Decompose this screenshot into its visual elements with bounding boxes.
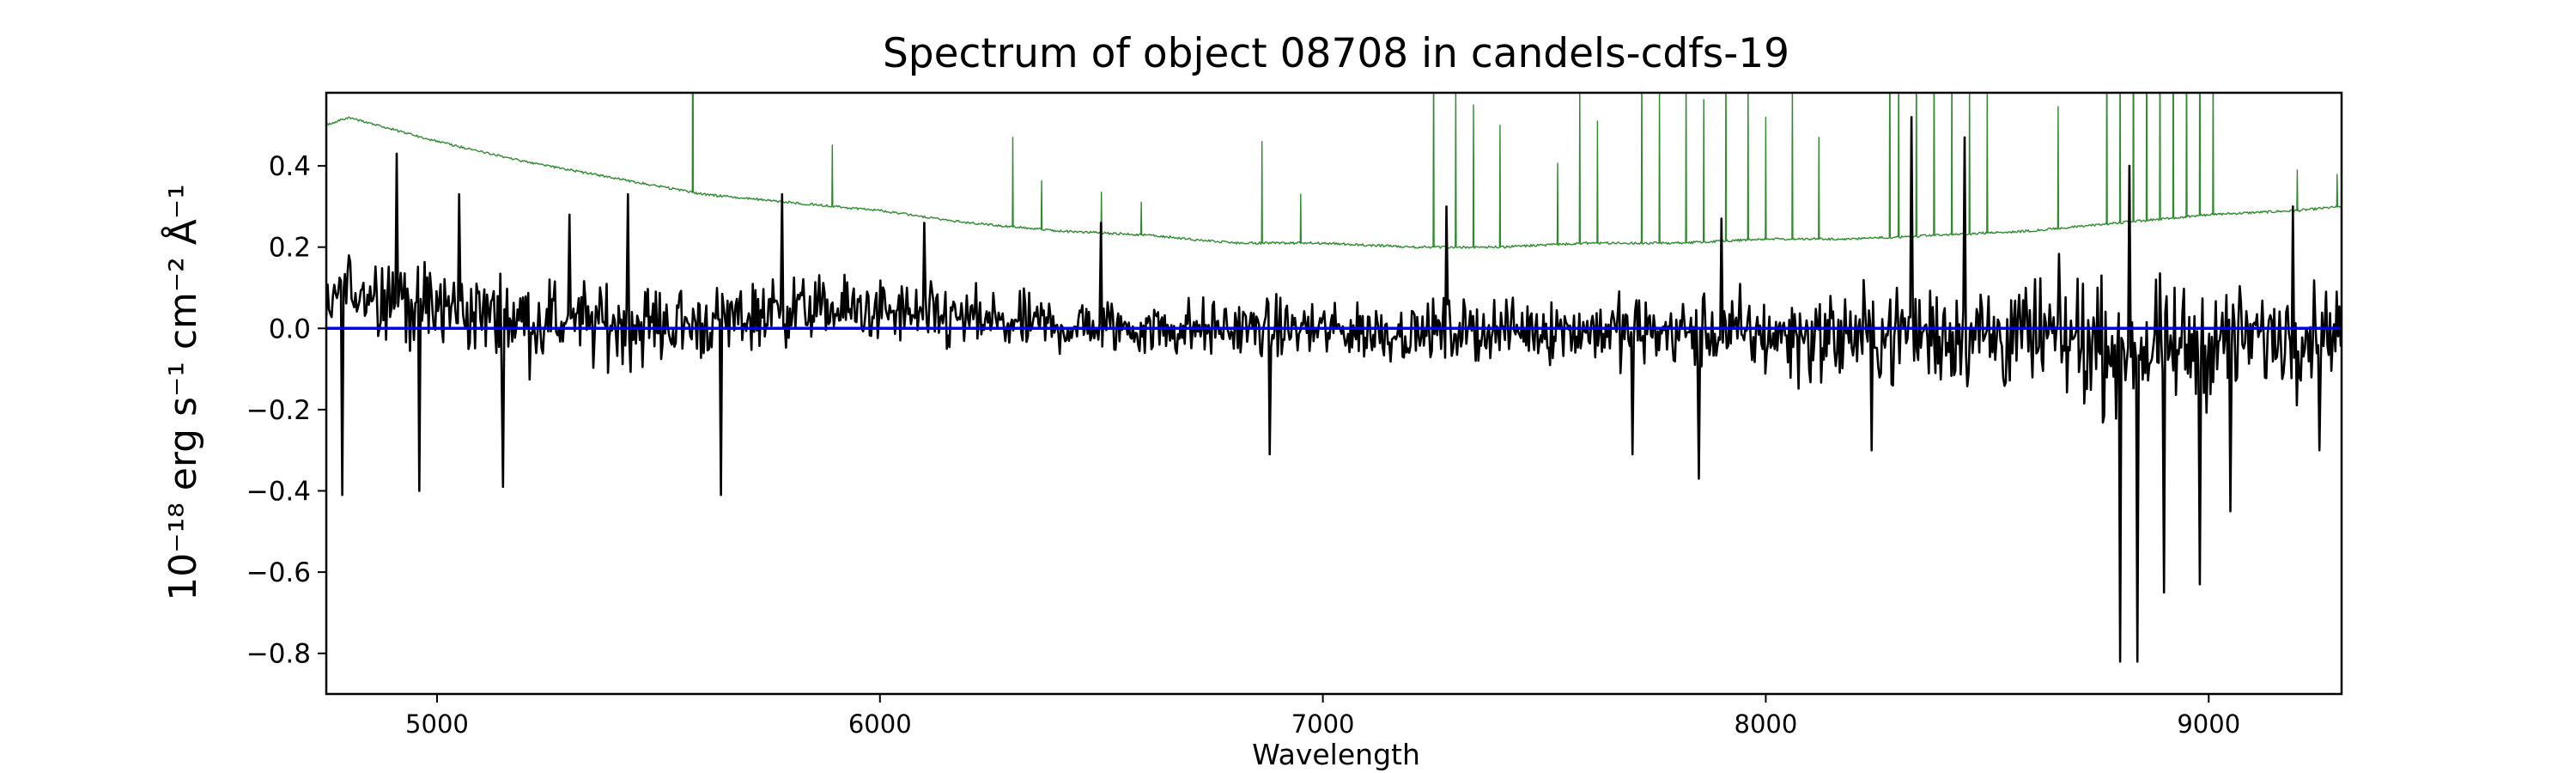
y-axis-label: 10⁻¹⁸ erg s⁻¹ cm⁻² Å⁻¹ xyxy=(160,184,205,600)
y-tick-label: 0.2 xyxy=(269,233,311,264)
x-axis-label: Wavelength xyxy=(1252,738,1420,771)
chart-title: Spectrum of object 08708 in candels-cdfs… xyxy=(883,30,1789,77)
y-tick-label: −0.6 xyxy=(246,557,311,588)
y-tick-label: −0.4 xyxy=(246,477,311,508)
x-tick-label: 7000 xyxy=(1291,709,1355,739)
series-line-noisy xyxy=(326,116,2342,663)
series-line-sky xyxy=(326,93,2342,249)
x-tick-label: 9000 xyxy=(2177,709,2240,739)
x-tick-label: 5000 xyxy=(405,709,469,739)
y-tick-label: −0.2 xyxy=(246,395,311,426)
plot-frame xyxy=(325,91,2343,696)
ticks-layer: 5000 6000 7000 8000 9000 −0.8 −0.6 −0.4 −0.2 0.0 0… xyxy=(246,151,2240,739)
y-tick-label: 0.0 xyxy=(269,313,311,344)
y-tick-label: 0.4 xyxy=(269,151,311,182)
x-tick-label: 6000 xyxy=(848,709,912,739)
series-layer xyxy=(326,93,2342,663)
y-tick-label: −0.8 xyxy=(246,639,311,670)
x-tick-label: 8000 xyxy=(1735,709,1798,739)
